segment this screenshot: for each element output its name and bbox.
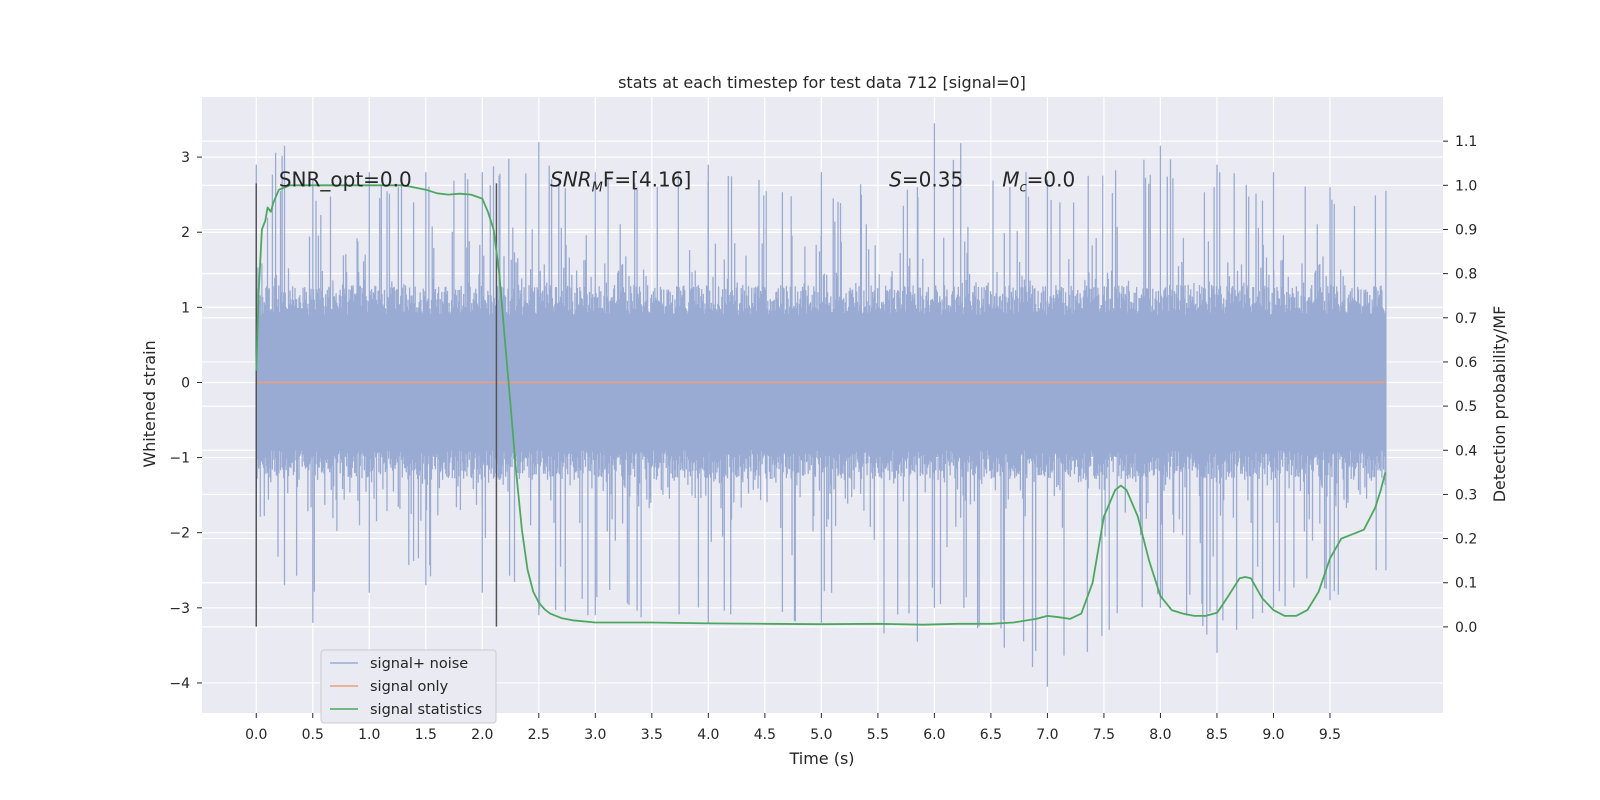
- x-tick-label: 8.5: [1206, 727, 1228, 743]
- y2-tick-label: 1.1: [1455, 134, 1477, 150]
- y-axis-label: Whitened strain: [140, 340, 159, 467]
- x-tick-label: 8.0: [1149, 727, 1171, 743]
- x-tick-label: 1.0: [358, 727, 380, 743]
- y2-tick-label: 0.8: [1455, 267, 1477, 283]
- y-tick-label: 0: [181, 375, 190, 391]
- x-tick-label: 4.5: [754, 727, 776, 743]
- x-tick-label: 7.5: [1093, 727, 1115, 743]
- y2-tick-label: 0.1: [1455, 576, 1477, 592]
- y2-tick-label: 0.6: [1455, 355, 1477, 371]
- x-tick-label: 0.5: [302, 727, 324, 743]
- legend-label-signal-only: signal only: [370, 679, 449, 695]
- series-layer: [255, 183, 1387, 627]
- x-tick-label: 3.0: [584, 727, 606, 743]
- x-tick-label: 2.5: [528, 727, 550, 743]
- x-tick-label: 3.5: [641, 727, 663, 743]
- y2-tick-label: 0.4: [1455, 443, 1477, 459]
- annotation-3: Mc=0.0: [1002, 167, 1075, 195]
- y-tick-label: −3: [169, 601, 190, 617]
- signal-statistics-line: [255, 184, 1387, 626]
- x-axis-label: Time (s): [788, 749, 854, 768]
- y2-tick-label: 0.2: [1455, 532, 1477, 548]
- annotation-1: SNRMF=[4.16]: [550, 167, 691, 195]
- x-tick-label: 4.0: [697, 727, 719, 743]
- y2-axis-label: Detection probability/MF: [1490, 306, 1509, 503]
- x-tick-label: 1.5: [415, 727, 437, 743]
- y2-tick-label: 0.9: [1455, 222, 1477, 238]
- x-tick-label: 5.0: [810, 727, 832, 743]
- x-tick-label: 9.5: [1319, 727, 1341, 743]
- x-tick-label: 6.0: [923, 727, 945, 743]
- legend-label-signal-statistics: signal statistics: [370, 702, 482, 718]
- annotation-0: SNR_opt=0.0: [279, 167, 412, 191]
- y-tick-label: 2: [181, 225, 190, 241]
- y2-tick-label: 0.7: [1455, 311, 1477, 327]
- annotation-2: S=0.35: [889, 167, 963, 191]
- x-tick-label: 6.5: [980, 727, 1002, 743]
- x-tick-label: 9.0: [1262, 727, 1284, 743]
- chart-title: stats at each timestep for test data 712…: [618, 73, 1026, 92]
- x-tick-label: 7.0: [1036, 727, 1058, 743]
- y-tick-label: −4: [169, 676, 190, 692]
- y-tick-label: 1: [181, 300, 190, 316]
- annotations: SNR_opt=0.0 SNRMF=[4.16] S=0.35 Mc=0.0: [279, 167, 1075, 195]
- y2-tick-label: 1.0: [1455, 178, 1477, 194]
- tick-labels: 0.0 0.5 1.0 1.5 2.0 2.5 3.0 3.5 4.0 4.5 5.0 5.5 6.0 6…: [169, 134, 1477, 743]
- x-tick-label: 2.0: [471, 727, 493, 743]
- y-tick-label: −1: [169, 451, 190, 467]
- x-tick-label: 5.5: [867, 727, 889, 743]
- y-tick-label: −2: [169, 526, 190, 542]
- legend-frame: [320, 649, 497, 724]
- y2-tick-label: 0.0: [1455, 620, 1477, 636]
- y2-tick-label: 0.3: [1455, 487, 1477, 503]
- y2-tick-label: 0.5: [1455, 399, 1477, 415]
- x-tick-label: 0.0: [245, 727, 267, 743]
- legend-label-signal-noise: signal+ noise: [370, 656, 468, 672]
- y-tick-label: 3: [181, 150, 190, 166]
- legend: signal+ noise signal only signal statist…: [320, 649, 497, 724]
